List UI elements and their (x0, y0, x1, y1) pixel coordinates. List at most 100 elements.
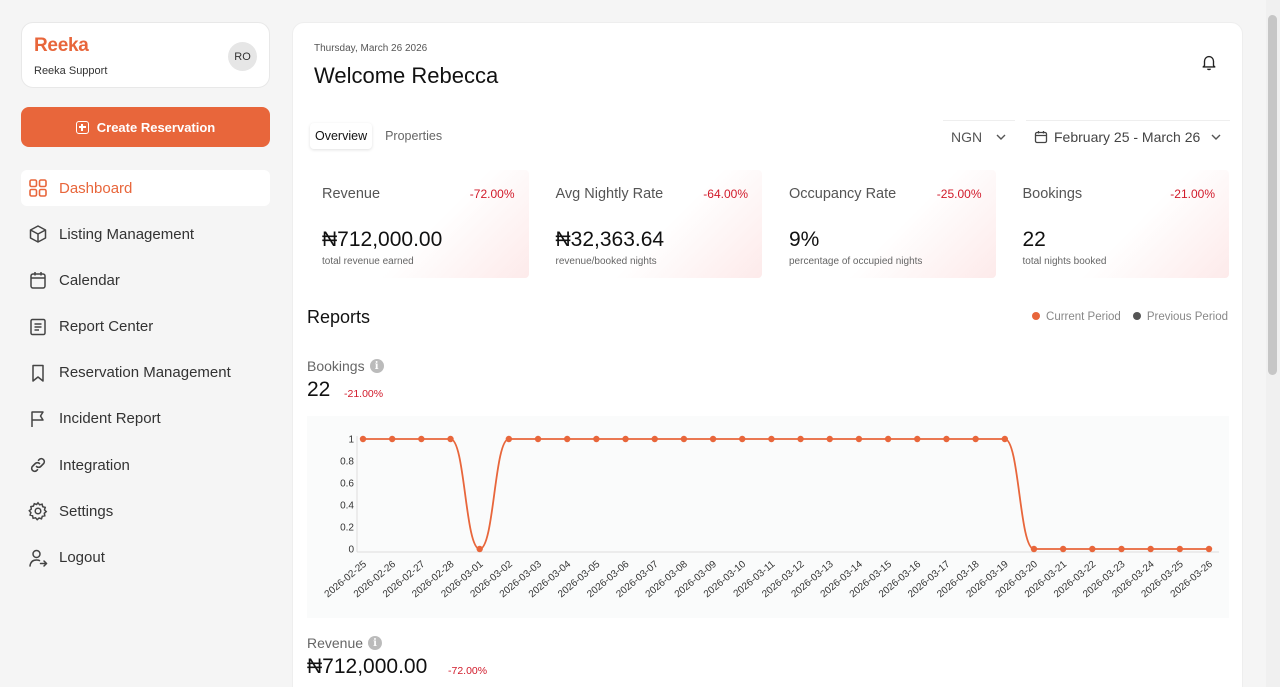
stat-subtitle: revenue/booked nights (555, 256, 657, 267)
sidebar-item-label: Listing Management (59, 225, 195, 243)
legend-previous-period[interactable]: Previous Period (1132, 311, 1228, 323)
create-reservation-button[interactable]: Create Reservation (21, 107, 270, 147)
sidebar-item-incident-report[interactable]: Incident Report (21, 401, 270, 437)
bookings-metric-change: -21.00% (344, 388, 384, 400)
date-range-value: February 25 - March 26 (1054, 128, 1201, 145)
stat-title: Bookings (1022, 186, 1083, 202)
date-range-picker[interactable]: February 25 - March 26 (1026, 120, 1230, 152)
create-reservation-label: Create Reservation (96, 119, 216, 135)
brand-logo: Reeka (34, 35, 89, 56)
data-point (1176, 545, 1184, 553)
legend-dot (1132, 312, 1141, 320)
gear-icon (28, 501, 48, 522)
sidebar-item-reservation-management[interactable]: Reservation Management (21, 355, 270, 391)
legend-label: Current Period (1046, 311, 1121, 323)
report-icon (30, 318, 46, 335)
revenue-metric-value: ₦712,000.00 (307, 655, 428, 678)
stat-value: 9% (789, 228, 820, 251)
sidebar-item-calendar[interactable]: Calendar (21, 262, 270, 298)
stat-change: -25.00% (936, 187, 982, 201)
data-point (1030, 545, 1038, 553)
stat-card-revenue: Revenue -72.00% ₦712,000.00 total revenu… (307, 170, 529, 278)
data-point (1147, 545, 1154, 553)
stat-card-bookings: Bookings -21.00% 22 total nights booked (1007, 170, 1229, 278)
data-point (943, 435, 950, 443)
sidebar-item-logout[interactable]: Logout (21, 540, 270, 576)
bookings-metric-label: Bookings i (307, 358, 384, 374)
data-point (914, 435, 921, 443)
metric-label: Bookings (307, 358, 365, 374)
sidebar-item-integration[interactable]: Integration (21, 447, 270, 483)
data-point (680, 435, 688, 443)
data-point (1205, 545, 1213, 553)
stat-change: -72.00% (469, 187, 515, 201)
data-point (768, 435, 775, 443)
sidebar-item-label: Reservation Management (59, 364, 231, 382)
data-point (1001, 435, 1008, 443)
sidebar-item-label: Settings (59, 502, 114, 520)
brand-card: Reeka Reeka Support RO (21, 22, 270, 88)
bell-icon[interactable] (1200, 53, 1218, 71)
info-icon[interactable]: i (369, 359, 384, 373)
legend-current-period[interactable]: Current Period (1032, 311, 1121, 323)
link-icon (30, 458, 46, 473)
tab-properties[interactable]: Properties (385, 129, 443, 143)
data-point (739, 435, 746, 443)
sidebar-item-settings[interactable]: Settings (21, 493, 270, 529)
series-line-current-period (363, 438, 1209, 550)
info-icon[interactable]: i (368, 636, 383, 650)
sidebar-item-report-center[interactable]: Report Center (21, 309, 270, 345)
stat-title: Occupancy Rate (789, 186, 897, 202)
brand-subtitle: Reeka Support (34, 65, 108, 77)
grid-icon (29, 179, 47, 197)
data-point (359, 435, 367, 443)
data-point (826, 435, 833, 443)
scrollbar-thumb[interactable] (1268, 15, 1277, 375)
revenue-metric-change: -72.00% (448, 665, 488, 677)
data-point (505, 435, 513, 443)
y-tick-label: 0.2 (340, 523, 354, 534)
main-panel: Thursday, March 26 2026 Welcome Rebecca … (292, 22, 1243, 687)
metric-label: Revenue (307, 635, 364, 651)
stat-card-avg-nightly-rate: Avg Nightly Rate -64.00% ₦32,363.64 reve… (540, 170, 762, 278)
sidebar-item-label: Integration (59, 456, 130, 474)
reports-title: Reports (307, 307, 371, 327)
revenue-metric-label: Revenue i (307, 635, 383, 651)
flag-icon (31, 411, 44, 427)
bookings-line-chart: 00.20.40.60.812026-02-252026-02-262026-0… (323, 435, 1219, 600)
chart-legend: Current Period Previous Period (1032, 311, 1228, 323)
data-point (476, 545, 483, 553)
legend-label: Previous Period (1146, 311, 1228, 323)
bookings-metric-value: 22 (307, 378, 331, 401)
stat-card-occupancy-rate: Occupancy Rate -25.00% 9% percentage of … (774, 170, 996, 278)
y-tick-label: 0.6 (340, 479, 354, 490)
stat-change: -21.00% (1170, 187, 1215, 201)
sidebar-item-label: Incident Report (59, 410, 161, 428)
data-point (651, 435, 658, 443)
stat-title: Avg Nightly Rate (555, 186, 664, 202)
currency-select[interactable]: NGN (943, 120, 1015, 152)
sidebar-item-dashboard[interactable]: Dashboard (21, 170, 270, 206)
stat-value: ₦712,000.00 (322, 228, 443, 251)
chevron-down-icon (996, 134, 1006, 140)
data-point (1089, 545, 1096, 553)
calendar-icon (30, 272, 46, 290)
page-title: Welcome Rebecca (314, 63, 499, 88)
data-point (855, 435, 863, 443)
data-point (564, 435, 571, 443)
data-point (1118, 545, 1125, 553)
calendar-icon (1034, 130, 1048, 143)
avatar[interactable]: RO (228, 42, 257, 71)
data-point (534, 435, 542, 443)
stat-value: 22 (1022, 228, 1046, 251)
data-point (622, 435, 629, 443)
box-icon (29, 225, 47, 243)
data-point (388, 435, 396, 443)
data-point (797, 435, 804, 443)
data-point (593, 435, 600, 443)
currency-value: NGN (951, 128, 983, 145)
tab-overview[interactable]: Overview (310, 123, 372, 149)
tabs: Overview Properties (310, 123, 447, 149)
data-point (1059, 545, 1067, 553)
sidebar-item-listing-management[interactable]: Listing Management (21, 216, 270, 252)
